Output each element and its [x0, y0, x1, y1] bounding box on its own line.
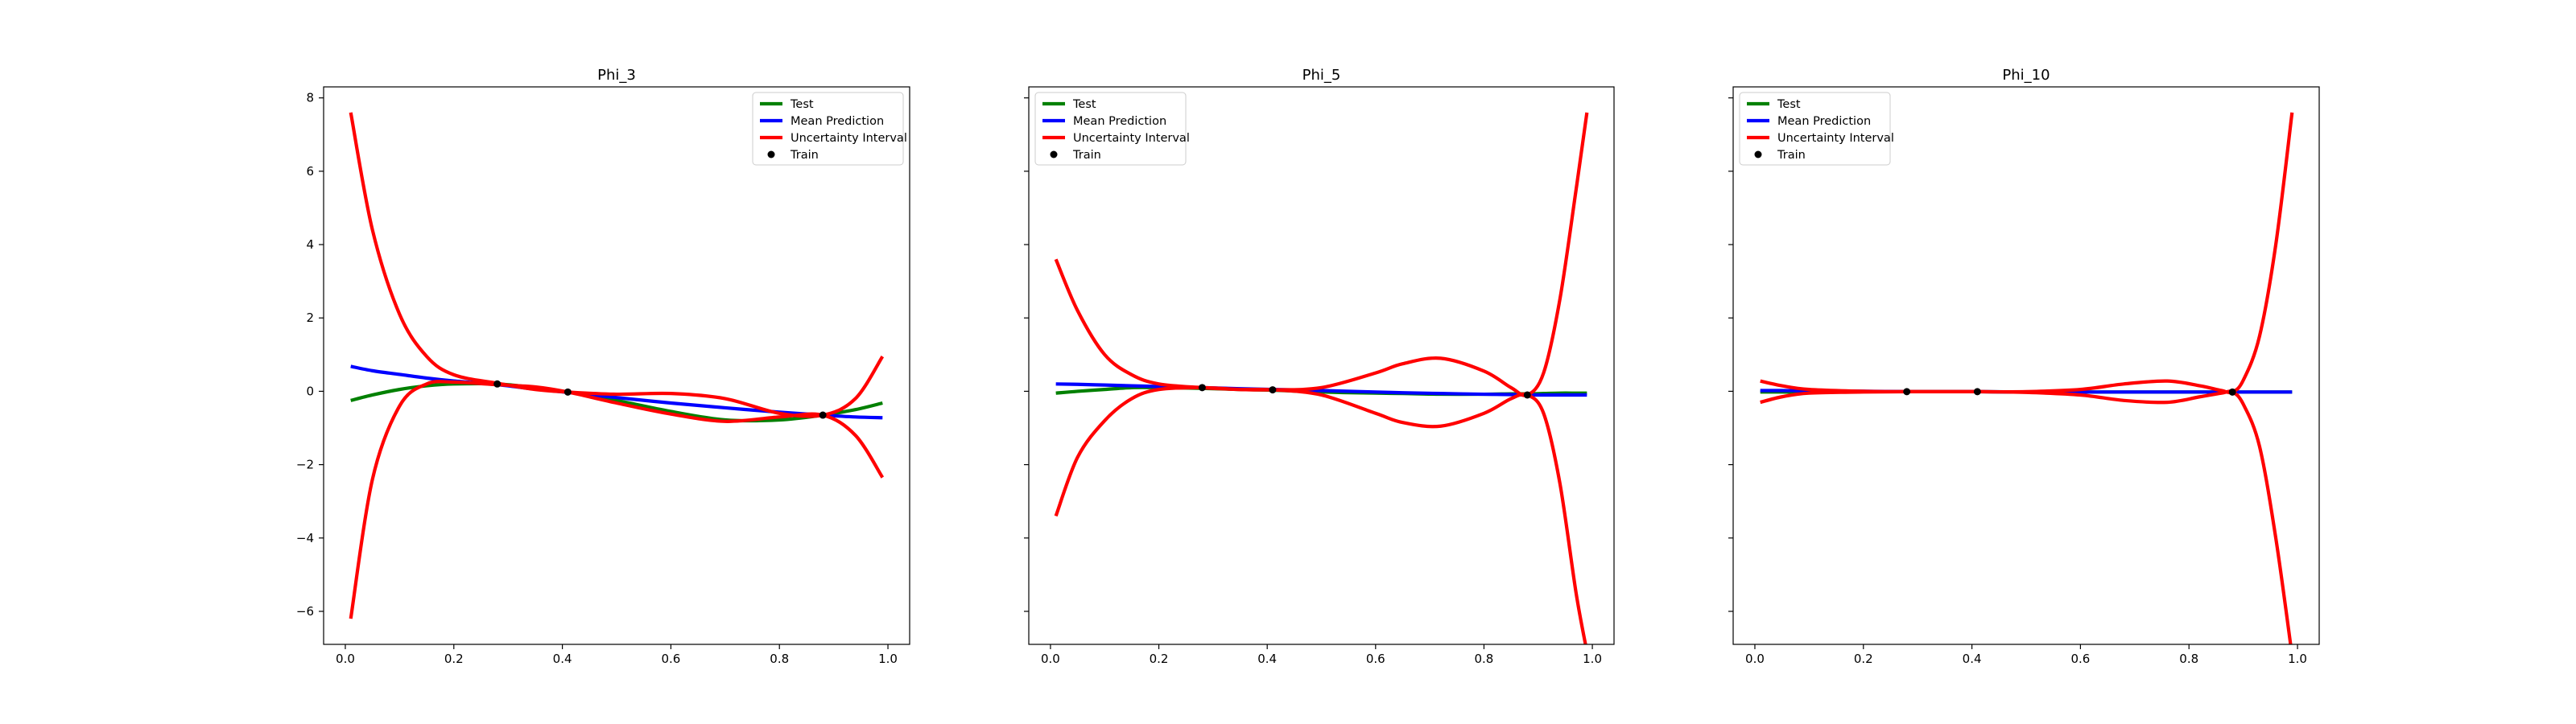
legend-label-train: Train: [790, 149, 819, 162]
legend-swatch-train: [767, 150, 775, 158]
legend-label-mean-prediction: Mean Prediction: [1777, 115, 1871, 128]
train-point: [819, 411, 827, 419]
legend-label-uncertainty-interval: Uncertainty Interval: [791, 132, 907, 145]
legend-label-uncertainty-interval: Uncertainty Interval: [1777, 132, 1894, 145]
train-point: [2228, 388, 2236, 396]
plot-area: [349, 112, 885, 619]
legend: Test Mean Prediction Uncertainty Interval T…: [752, 92, 907, 166]
x-tick-label: 0.2: [444, 652, 464, 666]
train-point: [564, 388, 572, 396]
train-point: [1523, 391, 1531, 399]
series-line-uncertainty-interval-3: [1054, 385, 1587, 644]
plot-area: [1760, 112, 2294, 644]
x-tick-label: 0.8: [2179, 652, 2198, 666]
legend-label-train: Train: [1072, 149, 1101, 162]
x-tick-label: 0.0: [1041, 652, 1060, 666]
axes-frame: [1028, 86, 1615, 645]
series-line-uncertainty-interval-3: [1760, 389, 2293, 644]
y-tick-label: 6: [306, 164, 314, 179]
legend-box: [1739, 92, 1891, 166]
x-tick-label: 0.0: [336, 652, 355, 666]
panel-title: Phi_10: [2002, 67, 2050, 84]
x-tick-label: 0.8: [770, 652, 789, 666]
y-tick-label: 2: [306, 311, 314, 325]
series-line-uncertainty-interval-3: [349, 380, 885, 619]
legend-box: [1034, 92, 1187, 166]
legend-swatch-train: [1754, 150, 1762, 158]
train-point: [1198, 384, 1206, 392]
series-line-uncertainty-interval-2: [1054, 112, 1589, 397]
x-tick-label: 0.4: [1963, 652, 1982, 666]
panel-title: Phi_5: [1302, 67, 1341, 84]
axes-frame: [323, 86, 910, 645]
train-point: [1903, 388, 1911, 396]
legend-label-test: Test: [1777, 98, 1801, 111]
plot-area: [1054, 112, 1589, 644]
x-tick-label: 0.6: [1366, 652, 1385, 666]
x-tick-label: 1.0: [2288, 652, 2307, 666]
subplot-phi-10: Phi_10 0.0 0.2 0.4 0.6 0.8 1.0 Test Mean Predic…: [1728, 67, 2320, 666]
axes-frame: [1732, 86, 2320, 645]
x-tick-label: 0.2: [1150, 652, 1169, 666]
y-tick-label: −2: [296, 458, 314, 472]
y-tick-label: −6: [296, 604, 314, 619]
legend-label-train: Train: [1777, 149, 1806, 162]
x-tick-label: 0.4: [553, 652, 572, 666]
x-tick-label: 1.0: [1583, 652, 1602, 666]
x-tick-label: 0.6: [661, 652, 680, 666]
legend-label-mean-prediction: Mean Prediction: [791, 115, 884, 128]
x-tick-label: 0.0: [1745, 652, 1765, 666]
x-tick-label: 0.6: [2070, 652, 2090, 666]
y-tick-label: 4: [306, 237, 314, 252]
legend-box: [752, 92, 904, 166]
train-point: [1269, 386, 1277, 394]
legend-label-uncertainty-interval: Uncertainty Interval: [1073, 132, 1190, 145]
series-line-mean-prediction-1: [1055, 382, 1587, 397]
legend-label-test: Test: [790, 98, 814, 111]
y-tick-label: 8: [306, 91, 314, 105]
subplot-phi-5: Phi_5 0.0 0.2 0.4 0.6 0.8 1.0 Test Mean Predict…: [1024, 67, 1615, 666]
x-tick-label: 0.4: [1257, 652, 1277, 666]
y-tick-label: 0: [306, 384, 314, 398]
x-tick-label: 0.2: [1854, 652, 1873, 666]
train-point: [1973, 388, 1981, 396]
panel-title: Phi_3: [597, 67, 636, 84]
x-tick-label: 0.8: [1475, 652, 1494, 666]
legend: Test Mean Prediction Uncertainty Interval T…: [1034, 92, 1190, 166]
legend-label-mean-prediction: Mean Prediction: [1073, 115, 1166, 128]
subplot-phi-3: Phi_3 0.0 0.2 0.4 0.6 0.8 1.0 −6 −4 −2 0 2 4 6 8 Test M…: [296, 67, 910, 666]
legend-swatch-train: [1050, 150, 1058, 158]
legend-label-test: Test: [1072, 98, 1096, 111]
train-point: [493, 380, 502, 388]
y-tick-label: −4: [296, 531, 314, 545]
x-tick-label: 1.0: [878, 652, 898, 666]
legend: Test Mean Prediction Uncertainty Interval T…: [1739, 92, 1894, 166]
